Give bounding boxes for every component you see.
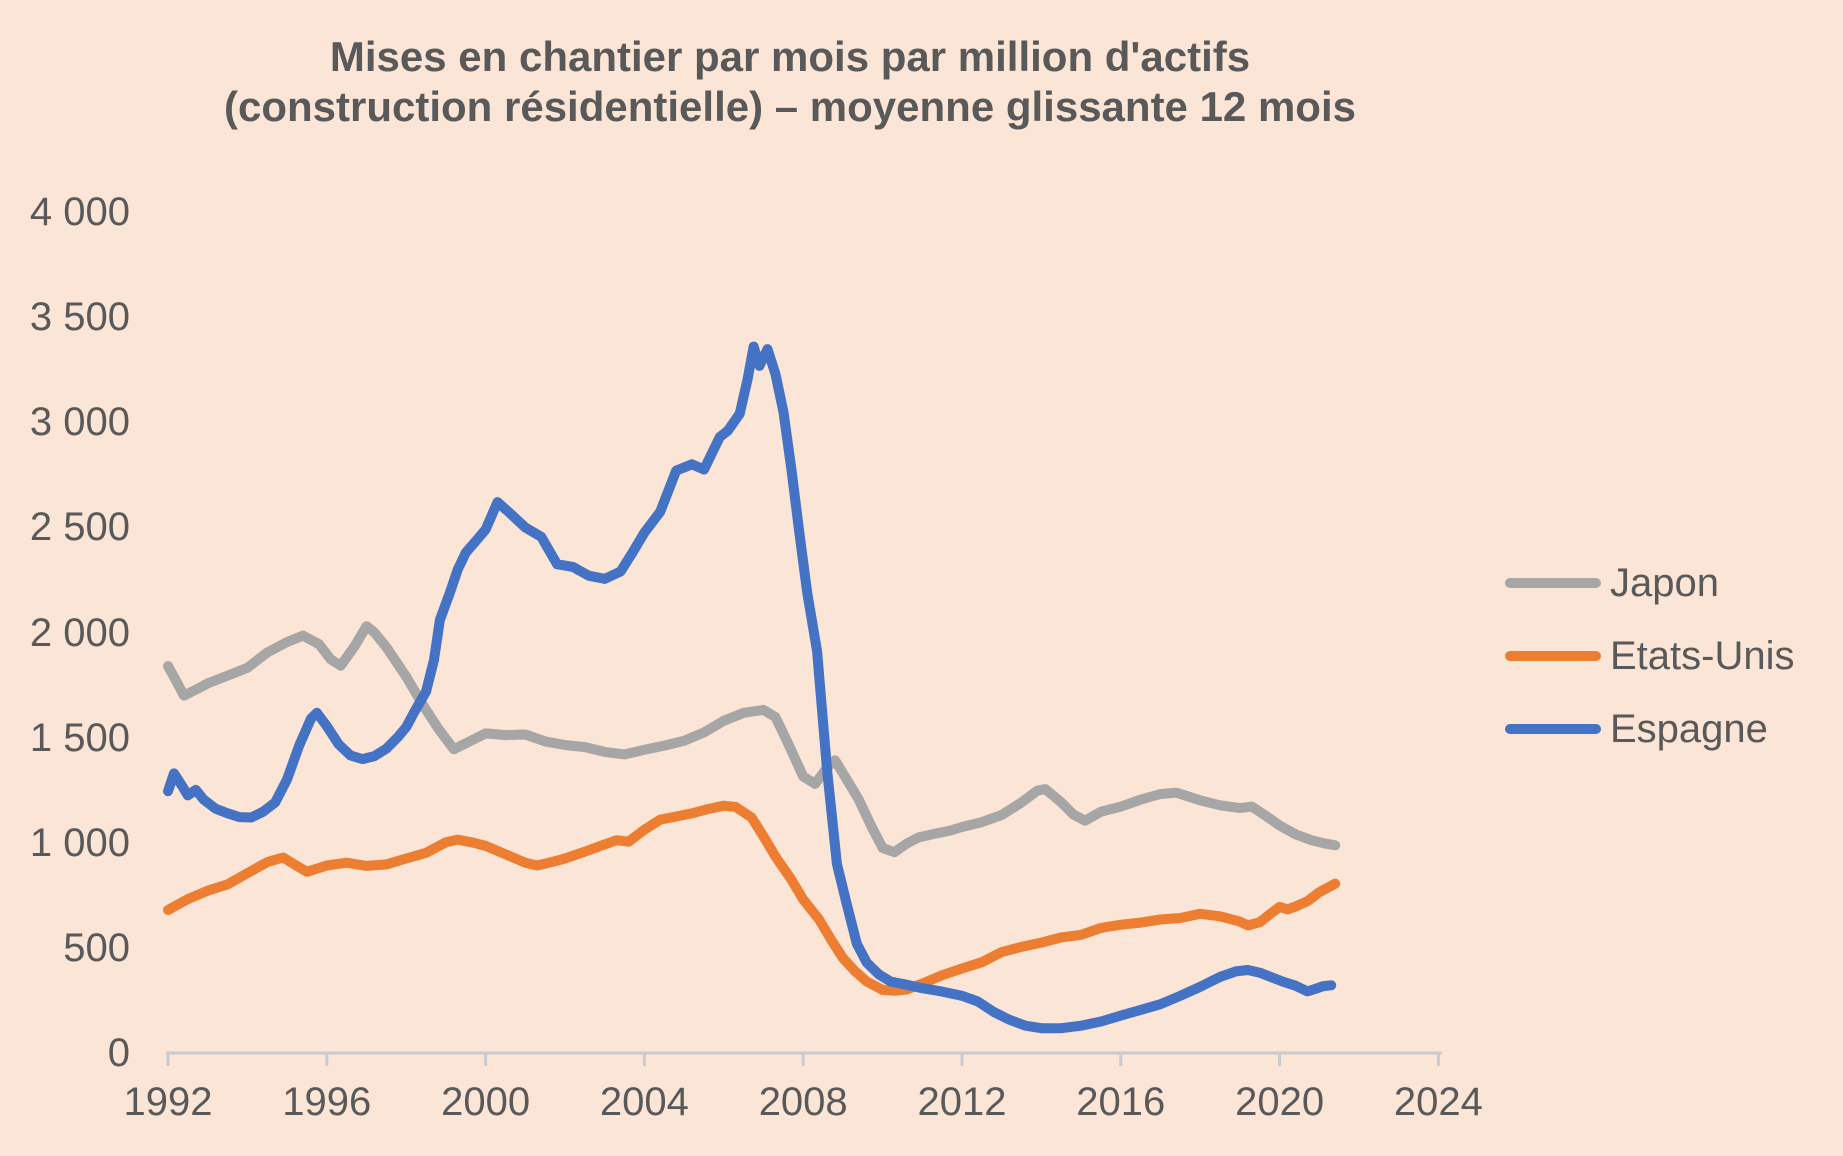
y-axis-label-0: 0 <box>107 1031 130 1075</box>
series-line-espagne <box>163 341 1337 1034</box>
y-axis-label-4000: 4 000 <box>29 190 130 234</box>
legend-item-espagne: Espagne <box>1505 705 1768 753</box>
series-line-etats-unis <box>163 800 1341 996</box>
x-axis-label-2020: 2020 <box>1235 1080 1325 1124</box>
y-axis-label-2000: 2 000 <box>29 610 130 655</box>
legend-swatch-espagne <box>1505 724 1601 734</box>
y-axis-label-3500: 3 500 <box>29 295 130 340</box>
y-axis-label-1000: 1 000 <box>29 820 130 865</box>
x-axis-label-2016: 2016 <box>1076 1080 1166 1124</box>
legend-label-japon: Japon <box>1610 561 1719 605</box>
legend-swatch-japon <box>1505 578 1601 588</box>
legend-label-etats-unis: Etats-Unis <box>1610 634 1795 678</box>
chart-title-line2: (construction résidentielle) – moyenne g… <box>224 83 1356 130</box>
x-axis-label-1992: 1992 <box>123 1080 213 1124</box>
y-axis-label-3000: 3 000 <box>29 400 130 445</box>
x-axis-label-1996: 1996 <box>282 1080 372 1124</box>
legend-item-etats-unis: Etats-Unis <box>1505 632 1795 680</box>
x-axis-label-2008: 2008 <box>758 1080 848 1124</box>
series-line-japon <box>163 621 1341 858</box>
x-axis-label-2000: 2000 <box>441 1080 531 1124</box>
legend-swatch-etats-unis <box>1505 651 1601 661</box>
legend-label-espagne: Espagne <box>1610 707 1768 751</box>
y-axis-label-2500: 2 500 <box>29 505 130 550</box>
chart-title-line1: Mises en chantier par mois par million d… <box>329 33 1251 80</box>
x-axis-label-2004: 2004 <box>599 1080 689 1124</box>
legend-item-japon: Japon <box>1505 559 1719 607</box>
y-axis-label-1500: 1 500 <box>29 715 130 760</box>
chart-title: Mises en chantier par mois par million d… <box>0 32 1580 132</box>
x-axis-label-2024: 2024 <box>1393 1080 1483 1124</box>
x-axis-label-2012: 2012 <box>917 1080 1007 1124</box>
y-axis-label-500: 500 <box>63 925 130 970</box>
